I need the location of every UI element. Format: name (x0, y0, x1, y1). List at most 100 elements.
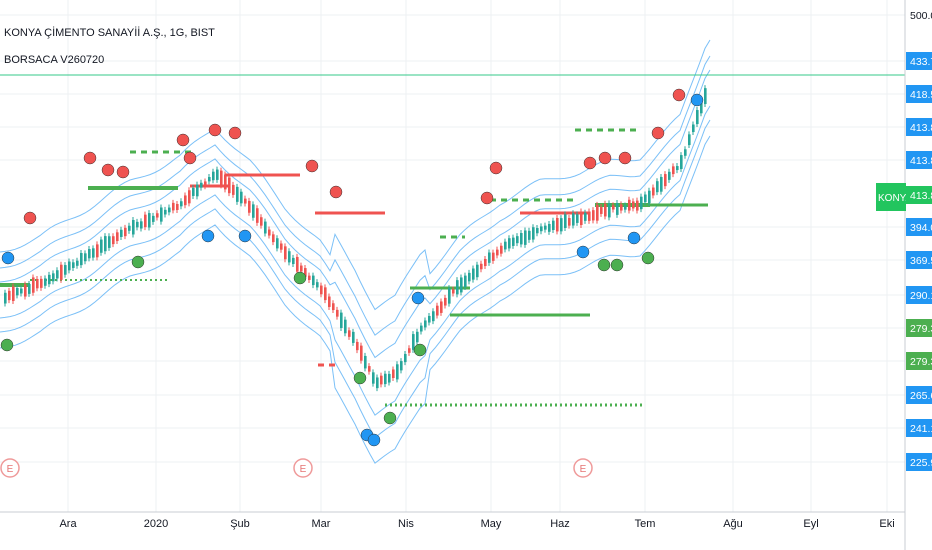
candle-body (44, 278, 47, 286)
candle-body (444, 297, 447, 306)
candle-body (396, 364, 399, 380)
candle-body (284, 246, 287, 260)
candle-body (116, 232, 119, 242)
candle-body (304, 268, 307, 277)
signal-marker (651, 126, 665, 140)
candle-body (160, 207, 163, 222)
candle-body (692, 124, 695, 133)
signal-marker (413, 343, 427, 357)
candle-body (88, 249, 91, 259)
signal-marker (627, 231, 641, 245)
price-label-bg (906, 52, 932, 70)
candle-body (92, 248, 95, 258)
signal-marker (597, 258, 611, 272)
candle-body (480, 263, 483, 270)
price-label-bg (906, 286, 932, 304)
candle-body (20, 288, 23, 294)
price-tick-label: 241.1 (910, 423, 932, 435)
candle-body (512, 237, 515, 246)
current-price-tag-label: KONYA (878, 193, 913, 204)
candle-body (468, 272, 471, 282)
signal-marker (383, 411, 397, 425)
candle-body (364, 355, 367, 369)
candle-body (456, 280, 459, 295)
signal-marker (238, 229, 252, 243)
candle-body (524, 230, 527, 245)
candle-body (420, 325, 423, 332)
candle-body (12, 286, 15, 302)
candle-body (548, 223, 551, 232)
candle-body (340, 312, 343, 328)
signal-marker (353, 371, 367, 385)
price-tick-label: 394.0 (910, 222, 932, 234)
candle-body (516, 236, 519, 244)
signal-marker (183, 151, 197, 165)
candle-body (136, 221, 139, 228)
candle-body (632, 201, 635, 209)
candle-body (184, 195, 187, 206)
signal-marker (101, 163, 115, 177)
price-label-bg (906, 218, 932, 236)
price-tick-label: 290.1 (910, 290, 932, 302)
candle-body (216, 169, 219, 180)
candle-body (432, 311, 435, 322)
candle-body (656, 181, 659, 193)
signal-marker (208, 123, 222, 137)
candle-body (440, 301, 443, 313)
time-tick-label: Tem (635, 518, 656, 530)
time-tick-label: Mar (312, 518, 331, 530)
candle-body (580, 211, 583, 226)
signal-marker (83, 151, 97, 165)
candle-body (344, 319, 347, 334)
candle-body (256, 208, 259, 223)
candle-body (400, 361, 403, 371)
candle-body (156, 213, 159, 218)
candle-body (640, 196, 643, 210)
price-axis[interactable]: 500.0 433.7 418.5 413.8 413.8 394.0 369.5 290.1… (876, 0, 932, 550)
candle-body (232, 184, 235, 195)
candle-body (568, 218, 571, 226)
signal-marker (201, 229, 215, 243)
candle-body (312, 275, 315, 286)
price-tick-label: 500.0 (910, 10, 932, 22)
candlesticks (4, 85, 707, 392)
candle-body (188, 190, 191, 204)
candle-body (584, 212, 587, 221)
candle-body (296, 256, 299, 272)
candle-body (576, 214, 579, 223)
price-label-bg (906, 352, 932, 370)
signal-marker (305, 159, 319, 173)
candle-body (124, 227, 127, 237)
candle-body (196, 184, 199, 197)
candle-body (384, 373, 387, 385)
time-tick-label: May (481, 518, 502, 530)
signal-marker (293, 271, 307, 285)
candle-body (276, 238, 279, 249)
candle-body (168, 207, 171, 213)
time-tick-label: Eki (879, 518, 894, 530)
band-line (0, 69, 711, 359)
candle-body (40, 278, 43, 288)
candle-body (508, 238, 511, 249)
candle-body (616, 203, 619, 215)
candle-body (228, 177, 231, 194)
candle-body (180, 201, 183, 207)
time-tick-label: Eyl (803, 518, 818, 530)
earnings-marker-label: E (580, 464, 587, 475)
candle-body (268, 229, 271, 236)
candle-body (144, 214, 147, 228)
candle-body (560, 218, 563, 232)
signal-marker (131, 255, 145, 269)
candle-body (224, 174, 227, 190)
time-axis[interactable]: Ara 2020 Şub Mar Nis May Haz Tem Ağu Eyl Eki (0, 511, 905, 530)
signal-marker (116, 165, 130, 179)
candle-body (324, 287, 327, 301)
indicator-label: BORSACA V260720 (4, 54, 105, 66)
candle-body (556, 217, 559, 232)
candle-body (604, 203, 607, 217)
candle-body (328, 296, 331, 307)
candle-body (356, 341, 359, 351)
candle-body (628, 199, 631, 211)
